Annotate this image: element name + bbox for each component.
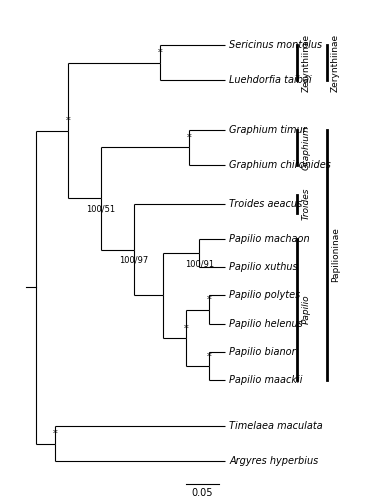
Text: Argyres hyperbius: Argyres hyperbius (230, 456, 318, 466)
Text: Timelaea maculata: Timelaea maculata (230, 421, 323, 431)
Text: Zerynthiinae: Zerynthiinae (331, 34, 340, 92)
Text: *: * (187, 133, 192, 143)
Text: Papilio helenus: Papilio helenus (230, 318, 303, 328)
Text: *: * (207, 352, 211, 362)
Text: 0.05: 0.05 (192, 488, 213, 498)
Text: Papilio: Papilio (301, 294, 310, 324)
Text: Papilio polytes: Papilio polytes (230, 290, 301, 300)
Text: Luehdorfia taibai: Luehdorfia taibai (230, 76, 312, 86)
Text: Troides: Troides (301, 188, 310, 220)
Text: *: * (158, 48, 162, 58)
Text: *: * (53, 430, 58, 440)
Text: 100/91: 100/91 (184, 260, 214, 268)
Text: 100/51: 100/51 (86, 205, 115, 214)
Text: Zerynthiinae: Zerynthiinae (301, 34, 310, 92)
Text: Papilio bianor: Papilio bianor (230, 347, 296, 357)
Text: *: * (207, 296, 211, 306)
Text: *: * (184, 324, 189, 334)
Text: *: * (66, 116, 70, 126)
Text: Papilio maackii: Papilio maackii (230, 375, 303, 385)
Text: Graphium timur: Graphium timur (230, 124, 307, 134)
Text: Sericinus montelus: Sericinus montelus (230, 40, 323, 50)
Text: Papilioninae: Papilioninae (331, 228, 340, 282)
Text: Papilio xuthus: Papilio xuthus (230, 262, 298, 272)
Text: Graphium: Graphium (301, 125, 310, 170)
Text: 100/97: 100/97 (119, 256, 148, 265)
Text: Papilio machaon: Papilio machaon (230, 234, 310, 244)
Text: Troides aeacus: Troides aeacus (230, 199, 303, 209)
Text: Graphium chironides: Graphium chironides (230, 160, 331, 170)
